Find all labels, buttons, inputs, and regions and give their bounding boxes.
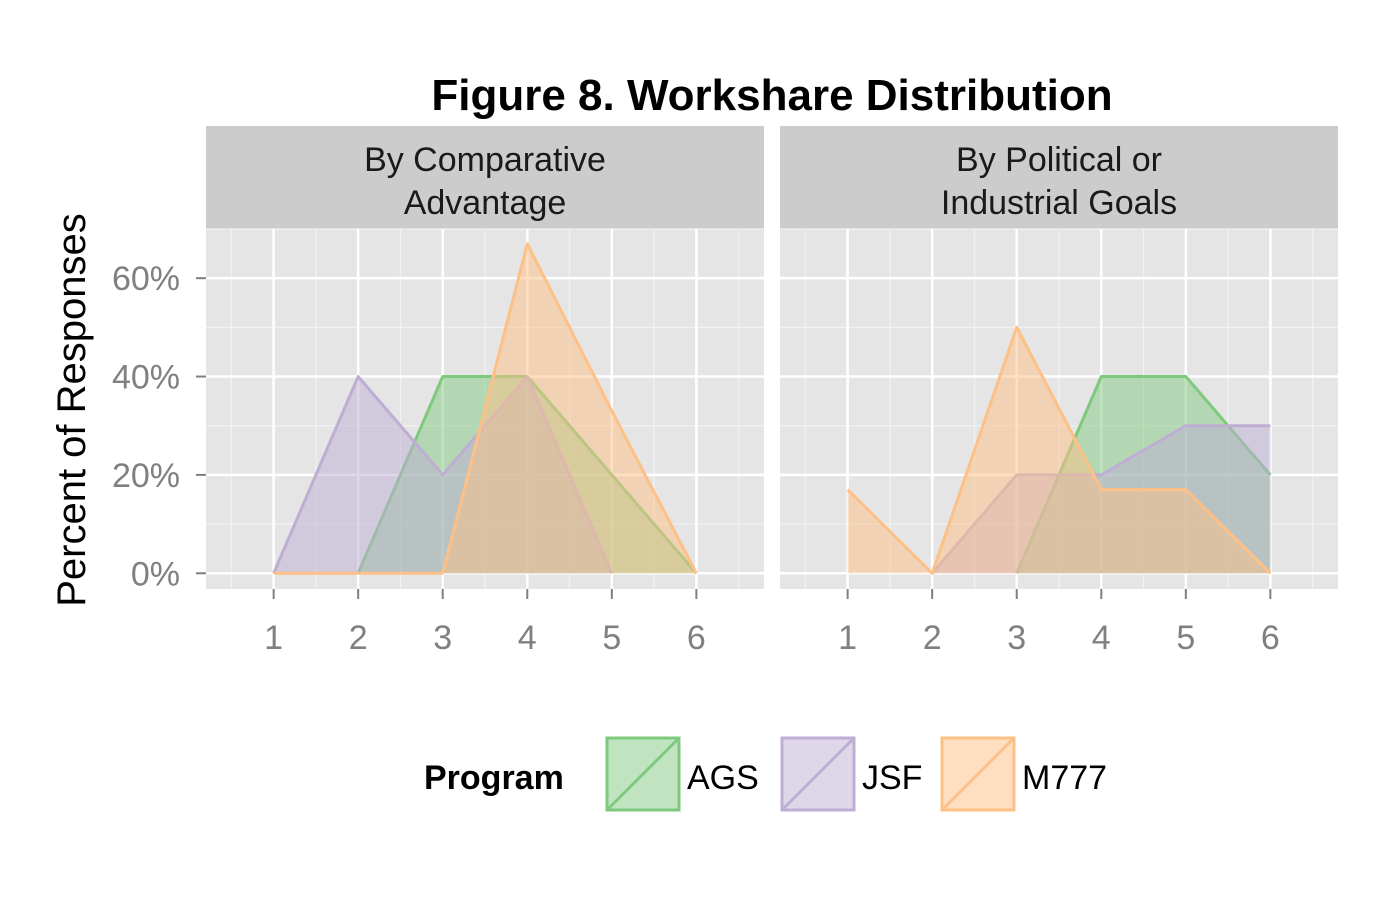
legend-key-line	[605, 736, 681, 812]
legend-item: AGS	[605, 736, 759, 812]
legend-item: JSF	[780, 736, 922, 812]
panel-strip	[206, 126, 764, 229]
x-tick-label: 5	[1176, 619, 1195, 657]
panel-strip	[780, 126, 1338, 229]
x-tick-label: 1	[838, 619, 857, 657]
line-m777	[846, 325, 1272, 575]
x-tick-label: 3	[1007, 619, 1026, 657]
panel-strip-label: Industrial Goals	[941, 184, 1177, 222]
legend-label: AGS	[687, 759, 759, 797]
panel-1: By Comparative Advantage 1 2 3 4 5 6	[206, 126, 764, 657]
x-tick-label: 4	[1092, 619, 1111, 657]
panel-strip-label: Advantage	[404, 184, 567, 222]
x-tick-label: 2	[349, 619, 368, 657]
y-axis: 0% 20% 40% 60%	[112, 260, 206, 593]
panel-strip-label: By Comparative	[364, 141, 606, 179]
area-m777	[847, 327, 1271, 574]
x-tick-label: 1	[264, 619, 283, 657]
x-tick-label: 4	[518, 619, 537, 657]
legend: Program AGS JSF M777	[424, 736, 1107, 812]
x-tick-label: 2	[923, 619, 942, 657]
line-m777	[273, 242, 698, 575]
y-tick-label: 40%	[112, 359, 180, 397]
x-tick-label: 6	[1261, 619, 1280, 657]
x-tick-label: 6	[687, 619, 706, 657]
legend-key-line	[780, 736, 856, 812]
x-tick-label: 3	[433, 619, 452, 657]
legend-title: Program	[424, 759, 564, 797]
legend-key-line	[940, 736, 1016, 812]
y-tick-label: 0%	[131, 555, 180, 593]
chart-title: Figure 8. Workshare Distribution	[431, 71, 1112, 120]
y-tick-label: 60%	[112, 260, 180, 298]
panel-2: By Political or Industrial Goals 1 2 3 4 5 6	[780, 126, 1338, 657]
legend-label: M777	[1022, 759, 1107, 797]
x-tick-label: 5	[602, 619, 621, 657]
legend-item: M777	[940, 736, 1107, 812]
y-tick-label: 20%	[112, 457, 180, 495]
legend-label: JSF	[862, 759, 922, 797]
y-axis-label: Percent of Responses	[50, 213, 94, 607]
panel-strip-label: By Political or	[956, 141, 1162, 179]
